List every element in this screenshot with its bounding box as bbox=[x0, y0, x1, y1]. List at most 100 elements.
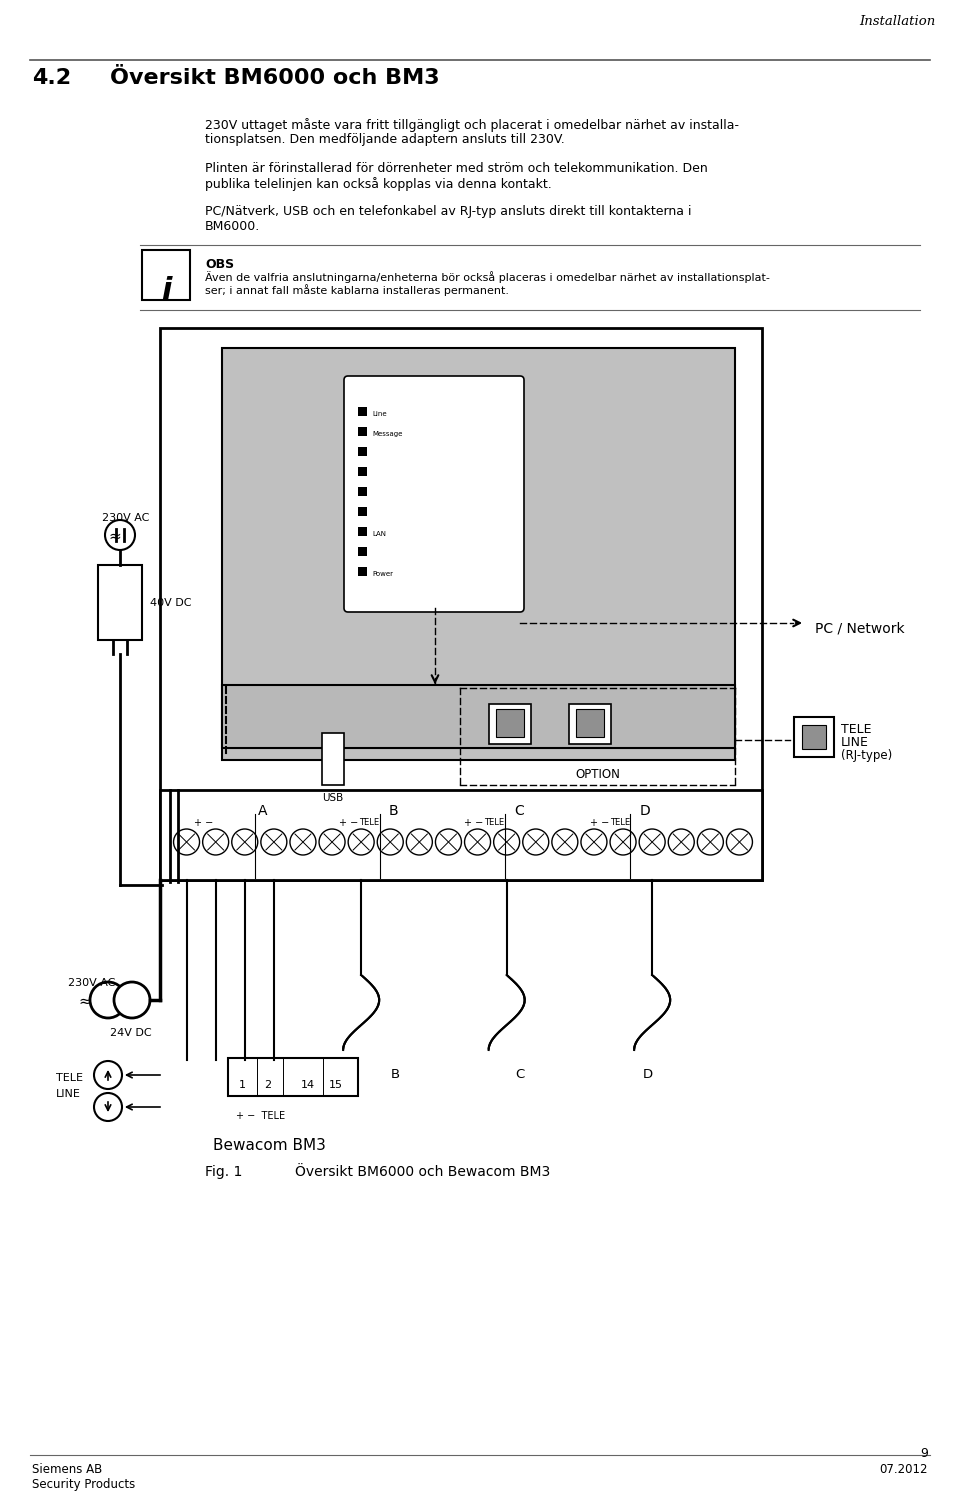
Text: 14: 14 bbox=[300, 1079, 315, 1090]
Text: PC/Nätverk, USB och en telefonkabel av RJ-typ ansluts direkt till kontakterna i: PC/Nätverk, USB och en telefonkabel av R… bbox=[205, 205, 691, 219]
Text: Bewacom BM3: Bewacom BM3 bbox=[213, 1138, 325, 1153]
Circle shape bbox=[94, 1093, 122, 1121]
Text: Message: Message bbox=[372, 431, 402, 437]
Text: USB: USB bbox=[323, 793, 344, 802]
Text: 24V DC: 24V DC bbox=[110, 1028, 152, 1037]
Bar bbox=[358, 507, 367, 516]
Text: 15: 15 bbox=[329, 1079, 343, 1090]
Circle shape bbox=[552, 829, 578, 855]
Text: + −: + − bbox=[590, 817, 610, 828]
Text: TELE: TELE bbox=[359, 817, 379, 826]
Circle shape bbox=[436, 829, 462, 855]
Bar bbox=[160, 328, 762, 880]
Text: + −: + − bbox=[464, 817, 483, 828]
Text: 1: 1 bbox=[238, 1079, 246, 1090]
Text: publika telelinjen kan också kopplas via denna kontakt.: publika telelinjen kan också kopplas via… bbox=[205, 177, 552, 192]
Text: Power: Power bbox=[372, 570, 393, 576]
Text: LAN: LAN bbox=[372, 531, 386, 537]
Text: Security Products: Security Products bbox=[32, 1478, 135, 1491]
Text: A: A bbox=[258, 804, 268, 817]
Bar bbox=[358, 546, 367, 555]
Text: + −: + − bbox=[194, 817, 214, 828]
Circle shape bbox=[290, 829, 316, 855]
Text: 230V uttaget måste vara fritt tillgängligt och placerat i omedelbar närhet av in: 230V uttaget måste vara fritt tillgängli… bbox=[205, 118, 739, 132]
Text: 40V DC: 40V DC bbox=[150, 597, 191, 608]
Circle shape bbox=[105, 519, 135, 549]
Text: 230V AC: 230V AC bbox=[68, 978, 115, 988]
Text: Plinten är förinstallerad för dörrenheter med ström och telekommunikation. Den: Plinten är förinstallerad för dörrenhete… bbox=[205, 162, 708, 175]
Text: Siemens AB: Siemens AB bbox=[32, 1463, 103, 1476]
FancyBboxPatch shape bbox=[802, 725, 826, 748]
Text: D: D bbox=[643, 1067, 653, 1081]
Text: 2: 2 bbox=[264, 1079, 272, 1090]
Text: 4.2: 4.2 bbox=[32, 67, 71, 88]
Bar bbox=[358, 427, 367, 436]
Bar bbox=[358, 527, 367, 536]
Text: OBS: OBS bbox=[205, 257, 234, 271]
Circle shape bbox=[523, 829, 549, 855]
Text: tionsplatsen. Den medföljande adaptern ansluts till 230V.: tionsplatsen. Den medföljande adaptern a… bbox=[205, 133, 564, 147]
Text: D: D bbox=[639, 804, 650, 817]
Circle shape bbox=[493, 829, 519, 855]
Circle shape bbox=[261, 829, 287, 855]
Bar bbox=[358, 467, 367, 476]
Text: Översikt BM6000 och Bewacom BM3: Översikt BM6000 och Bewacom BM3 bbox=[295, 1165, 550, 1180]
FancyBboxPatch shape bbox=[344, 376, 524, 612]
Text: (RJ-type): (RJ-type) bbox=[841, 748, 892, 762]
Text: + −: + − bbox=[339, 817, 358, 828]
FancyBboxPatch shape bbox=[496, 710, 524, 737]
Text: PC / Network: PC / Network bbox=[815, 621, 904, 636]
Circle shape bbox=[203, 829, 228, 855]
Bar bbox=[358, 567, 367, 576]
Circle shape bbox=[610, 829, 636, 855]
Text: Fig. 1: Fig. 1 bbox=[205, 1165, 242, 1180]
Text: BM6000.: BM6000. bbox=[205, 220, 260, 234]
Bar bbox=[160, 790, 762, 880]
Text: OPTION: OPTION bbox=[575, 768, 620, 781]
Text: ≈: ≈ bbox=[78, 994, 91, 1009]
Text: Installation: Installation bbox=[859, 15, 935, 28]
FancyBboxPatch shape bbox=[489, 704, 531, 744]
Text: LINE: LINE bbox=[56, 1088, 81, 1099]
Bar bbox=[358, 448, 367, 457]
FancyBboxPatch shape bbox=[794, 717, 834, 757]
Circle shape bbox=[406, 829, 432, 855]
Text: TELE: TELE bbox=[841, 723, 872, 737]
Text: Line: Line bbox=[372, 412, 387, 418]
Circle shape bbox=[639, 829, 665, 855]
Text: + −  TELE: + − TELE bbox=[236, 1111, 285, 1121]
Circle shape bbox=[94, 1061, 122, 1088]
Text: TELE: TELE bbox=[56, 1073, 83, 1082]
Text: C: C bbox=[515, 804, 524, 817]
Text: Även de valfria anslutningarna/enheterna bör också placeras i omedelbar närhet a: Även de valfria anslutningarna/enheterna… bbox=[205, 271, 770, 283]
Circle shape bbox=[114, 982, 150, 1018]
Bar bbox=[358, 407, 367, 416]
Circle shape bbox=[697, 829, 723, 855]
Text: TELE: TELE bbox=[610, 817, 630, 826]
Circle shape bbox=[727, 829, 753, 855]
Circle shape bbox=[174, 829, 200, 855]
Bar bbox=[98, 564, 142, 641]
Circle shape bbox=[90, 982, 126, 1018]
Text: ser; i annat fall måste kablarna installeras permanent.: ser; i annat fall måste kablarna install… bbox=[205, 284, 509, 296]
Text: Översikt BM6000 och BM3: Översikt BM6000 och BM3 bbox=[110, 67, 440, 88]
Text: LINE: LINE bbox=[841, 737, 869, 748]
Circle shape bbox=[231, 829, 257, 855]
Text: 230V AC: 230V AC bbox=[102, 513, 150, 522]
Circle shape bbox=[348, 829, 374, 855]
Bar bbox=[358, 487, 367, 496]
Text: B: B bbox=[391, 1067, 399, 1081]
Circle shape bbox=[377, 829, 403, 855]
Bar bbox=[142, 250, 190, 299]
Text: TELE: TELE bbox=[484, 817, 504, 826]
Circle shape bbox=[581, 829, 607, 855]
Circle shape bbox=[465, 829, 491, 855]
Bar bbox=[222, 686, 735, 748]
Bar bbox=[222, 347, 735, 760]
Text: 9: 9 bbox=[920, 1448, 928, 1460]
Text: 07.2012: 07.2012 bbox=[879, 1463, 928, 1476]
Bar bbox=[322, 734, 344, 784]
Text: ≈: ≈ bbox=[108, 528, 121, 543]
FancyBboxPatch shape bbox=[569, 704, 611, 744]
FancyBboxPatch shape bbox=[576, 710, 604, 737]
